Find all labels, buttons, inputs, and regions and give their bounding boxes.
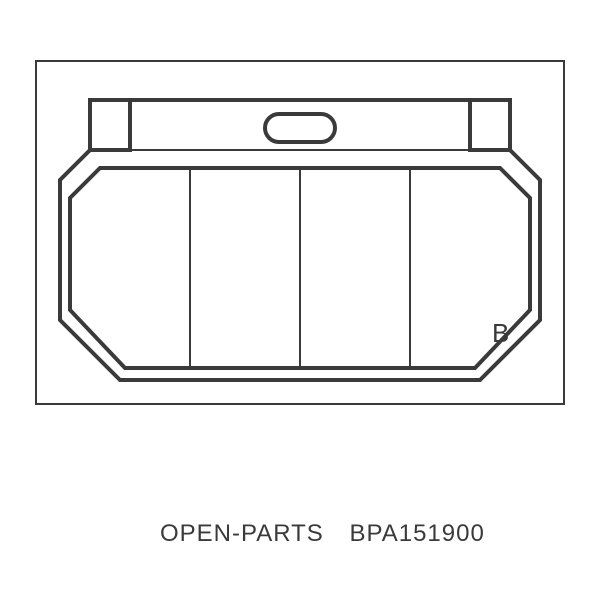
part-number: BPA151900 xyxy=(349,520,484,547)
brand-label: OPEN-PARTS xyxy=(160,520,324,547)
diagram-canvas: B OPEN-PARTS BPA151900 xyxy=(0,0,600,600)
reference-marker-b: B xyxy=(492,318,509,349)
brake-pad-drawing xyxy=(35,60,565,405)
center-slot xyxy=(265,114,335,142)
part-caption: OPEN-PARTS BPA151900 xyxy=(160,520,485,548)
mount-notch-left xyxy=(90,100,130,150)
brake-pad-svg xyxy=(35,60,565,405)
mount-notch-right xyxy=(470,100,510,150)
